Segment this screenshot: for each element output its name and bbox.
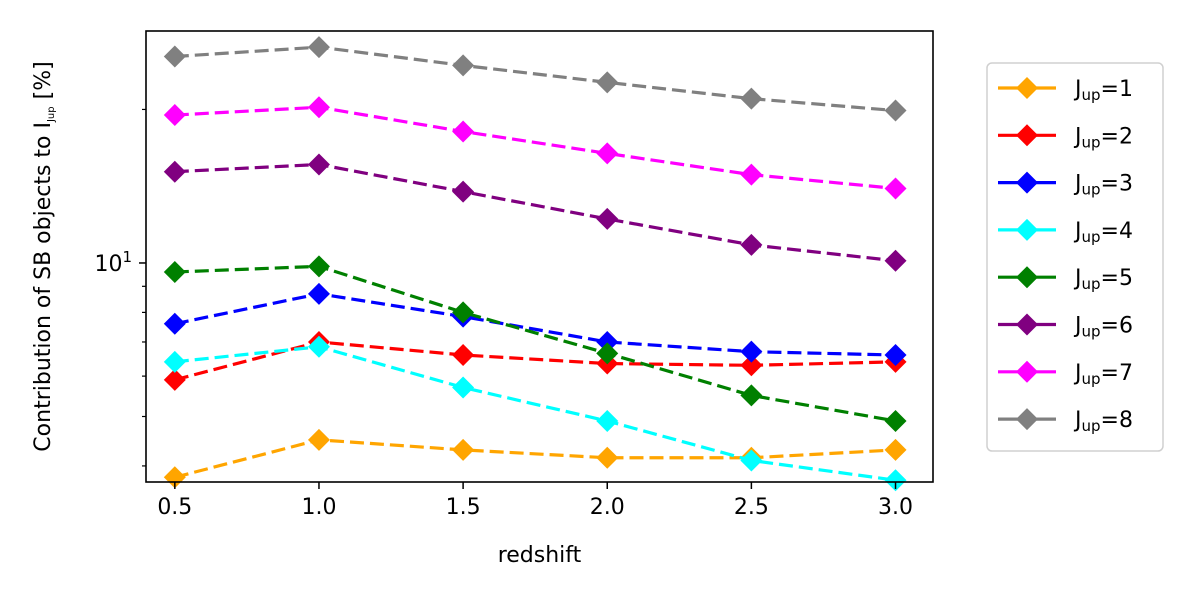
data-point: [884, 99, 907, 122]
legend-marker: [1016, 124, 1038, 147]
data-point: [596, 207, 619, 230]
legend-item: Jup=8: [998, 408, 1133, 435]
data-point: [163, 104, 186, 127]
x-axis: 0.5 1.0 1.5 2.0 2.5 3.0: [157, 482, 913, 520]
legend-marker: [1016, 360, 1038, 383]
series-line: [174, 345, 896, 482]
data-point: [163, 45, 186, 68]
data-point: [307, 96, 330, 119]
legend-label: Jup=4: [1073, 219, 1133, 246]
series-line: [174, 162, 896, 263]
legend-label: Jup=1: [1073, 77, 1133, 104]
data-point: [884, 409, 907, 432]
data-point: [452, 344, 475, 367]
y-axis: 101: [94, 108, 146, 467]
data-point: [596, 330, 619, 353]
y-axis-label: Contribution of SB objects to IJup [%]: [31, 61, 57, 451]
data-point: [452, 301, 475, 324]
x-tick-label: 0.5: [157, 495, 192, 520]
legend-marker: [1016, 313, 1038, 336]
x-tick-label: 1.5: [446, 495, 481, 520]
data-point: [884, 177, 907, 200]
data-point: [740, 354, 763, 377]
data-point: [596, 409, 619, 432]
series-line: [174, 45, 896, 113]
data-point: [452, 54, 475, 77]
data-point: [307, 36, 330, 59]
data-point: [163, 261, 186, 284]
data-point: [740, 163, 763, 186]
data-point: [452, 180, 475, 203]
data-point: [307, 428, 330, 451]
data-point: [307, 255, 330, 278]
data-point: [884, 249, 907, 272]
legend-label: Jup=7: [1073, 361, 1133, 388]
legend-item: Jup=3: [998, 171, 1133, 199]
series-line: [174, 438, 896, 479]
legend-item: Jup=6: [998, 313, 1133, 341]
x-tick-label: 1.0: [301, 495, 336, 520]
data-point: [307, 153, 330, 176]
legend-item: Jup=7: [998, 360, 1133, 388]
series-line: [174, 292, 896, 357]
data-point: [452, 376, 475, 399]
legend-marker: [1016, 218, 1038, 241]
data-point: [596, 446, 619, 469]
data-point: [163, 312, 186, 335]
x-axis-label: redshift: [498, 543, 582, 568]
legend-marker: [1016, 408, 1038, 431]
legend-marker: [1016, 171, 1038, 194]
x-tick-label: 2.5: [734, 495, 769, 520]
data-point: [596, 142, 619, 165]
legend-label: Jup=8: [1073, 408, 1133, 435]
data-point: [307, 335, 330, 358]
legend-marker: [1016, 266, 1038, 289]
data-point: [452, 438, 475, 461]
data-point: [884, 469, 907, 492]
data-point: [740, 340, 763, 363]
data-point: [884, 438, 907, 461]
legend-label: Jup=2: [1073, 124, 1133, 151]
data-point: [740, 449, 763, 472]
y-tick-label: 101: [94, 248, 132, 277]
legend: Jup=1 Jup=2 Jup=3 Jup=4 Jup=5 Jup=6 Jup=7 Jup=8: [986, 62, 1164, 452]
series-line: [174, 340, 896, 382]
axes-frame: [145, 30, 934, 483]
legend-item: Jup=4: [998, 218, 1133, 246]
legend-marker: [1016, 77, 1038, 99]
legend-label: Jup=5: [1073, 266, 1133, 293]
legend-item: Jup=1: [998, 77, 1133, 104]
data-point: [740, 87, 763, 110]
plot-area: [163, 36, 907, 492]
data-point: [307, 282, 330, 305]
series-line: [174, 105, 896, 191]
x-tick-label: 3.0: [878, 495, 913, 520]
data-point: [163, 160, 186, 183]
data-point: [596, 342, 619, 365]
data-point: [163, 368, 186, 391]
legend-box: [986, 62, 1164, 452]
data-point: [452, 120, 475, 143]
data-point: [596, 71, 619, 94]
legend-item: Jup=5: [998, 266, 1133, 293]
data-point: [740, 384, 763, 407]
legend-item: Jup=2: [998, 124, 1133, 151]
data-point: [740, 233, 763, 256]
series-line: [174, 264, 896, 423]
data-point: [884, 344, 907, 367]
legend-label: Jup=3: [1073, 172, 1133, 199]
data-point: [163, 350, 186, 373]
x-tick-label: 2.0: [590, 495, 625, 520]
legend-label: Jup=6: [1073, 314, 1133, 341]
